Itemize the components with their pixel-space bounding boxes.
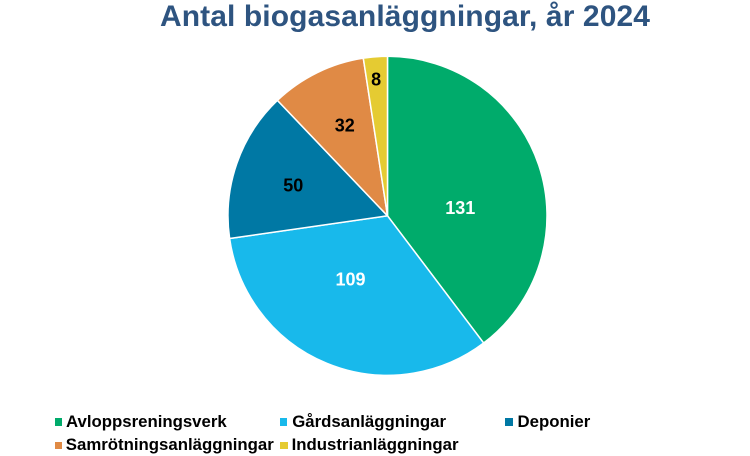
svg-text:50: 50 — [283, 175, 303, 195]
svg-text:32: 32 — [335, 116, 355, 136]
svg-text:131: 131 — [445, 198, 475, 218]
svg-text:8: 8 — [371, 70, 381, 90]
svg-text:109: 109 — [335, 270, 365, 290]
